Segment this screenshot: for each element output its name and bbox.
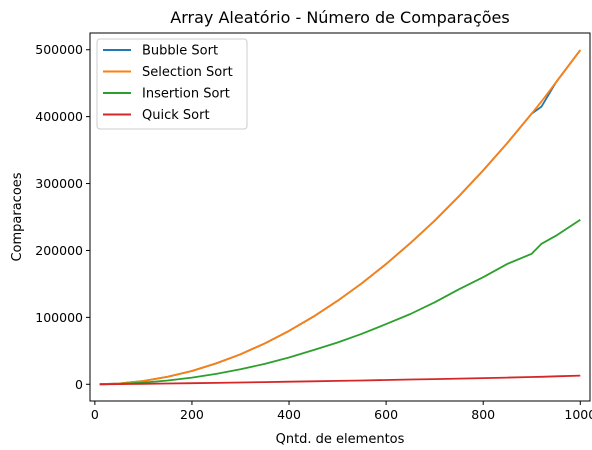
chart-title: Array Aleatório - Número de Comparações: [170, 8, 509, 27]
y-axis-label: Comparacoes: [10, 172, 25, 261]
plot-area: [89, 32, 591, 402]
y-tick-label: 400000: [35, 109, 83, 124]
y-tick-label: 100000: [35, 310, 83, 325]
x-tick-label: 200: [180, 407, 204, 422]
x-axis-ticks: 0 200 400 600 800 1000: [91, 401, 592, 422]
legend-label-bubble-sort: Bubble Sort: [142, 44, 218, 59]
series-layer: [99, 49, 582, 386]
x-tick-label: 800: [471, 407, 495, 422]
x-tick-label: 600: [374, 407, 398, 422]
y-tick-label: 200000: [35, 243, 83, 258]
legend-label-insertion-sort: Insertion Sort: [142, 87, 230, 102]
x-tick-label: 0: [91, 407, 99, 422]
series-line-quick-sort: [99, 374, 581, 386]
series-line-insertion-sort: [99, 218, 581, 386]
x-axis-label: Qntd. de elementos: [276, 432, 405, 447]
legend-label-selection-sort: Selection Sort: [142, 65, 233, 80]
legend-label-quick-sort: Quick Sort: [142, 108, 210, 123]
series-line-selection-sort: [99, 49, 582, 386]
legend: Bubble Sort Selection Sort Insertion Sort Q…: [96, 38, 248, 130]
x-tick-label: 1000: [564, 407, 592, 422]
legend-box: [96, 38, 248, 130]
y-tick-label: 500000: [35, 42, 83, 57]
y-axis-ticks: 0 100000 200000 300000 400000 500000: [35, 42, 90, 392]
y-tick-label: 0: [75, 377, 83, 392]
x-tick-label: 400: [277, 407, 301, 422]
y-tick-label: 300000: [35, 176, 83, 191]
